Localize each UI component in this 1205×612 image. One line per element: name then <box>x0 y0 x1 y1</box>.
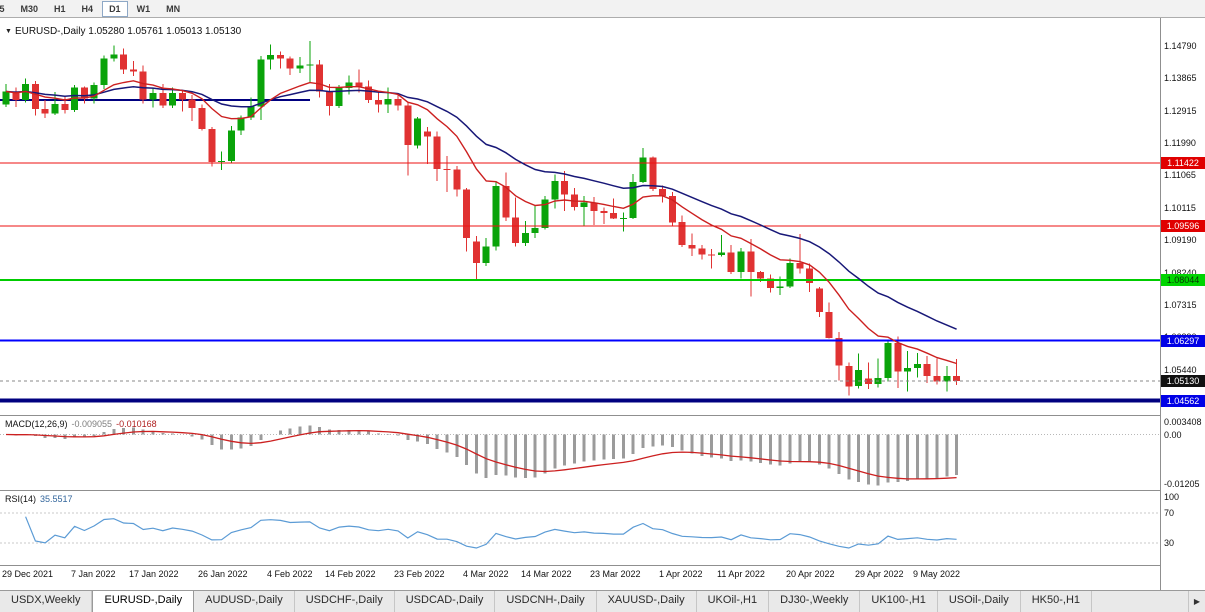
date-axis-label: 29 Apr 2022 <box>855 569 904 579</box>
date-axis-label: 23 Feb 2022 <box>394 569 445 579</box>
price-axis[interactable]: 1.14790 1.13865 1.12915 1.11990 1.11065 1.101… <box>1160 18 1205 590</box>
date-axis-label: 23 Mar 2022 <box>590 569 641 579</box>
price-axis-label: 1.11065 <box>1164 170 1196 180</box>
price-line-badge-1-06297: 1.06297 <box>1161 335 1205 347</box>
chart-tab-uk100-h1[interactable]: UK100-,H1 <box>860 591 938 612</box>
macd-label: MACD(12,26,9) -0.009055 -0.010168 <box>5 419 157 429</box>
date-axis-label: 26 Jan 2022 <box>198 569 248 579</box>
date-axis-label: 14 Feb 2022 <box>325 569 376 579</box>
price-axis-label: 1.13865 <box>1164 73 1197 83</box>
chart-tab-hk50-h1[interactable]: HK50-,H1 <box>1021 591 1093 612</box>
chart-tab-bar: USDX,Weekly EURUSD-,Daily AUDUSD-,Daily USD… <box>0 590 1205 612</box>
date-axis-label: 20 Apr 2022 <box>786 569 835 579</box>
timeframe-button-m30[interactable]: M30 <box>20 3 39 14</box>
ema-fast-line <box>5 80 957 365</box>
chart-title-text: EURUSD-,Daily 1.05280 1.05761 1.05013 1.… <box>14 26 242 37</box>
timeframe-button-h1[interactable]: H1 <box>54 3 66 14</box>
ema-slow-line <box>5 85 957 330</box>
price-axis-label: 1.14790 <box>1164 41 1197 51</box>
chart-menu-icon[interactable]: ▼ <box>5 28 12 35</box>
panel-separator <box>0 490 1205 491</box>
macd-main-value: -0.009055 <box>71 419 113 429</box>
price-axis-label: 1.11990 <box>1164 138 1196 148</box>
rsi-name: RSI(14) <box>5 494 37 504</box>
date-axis-label: 4 Mar 2022 <box>463 569 509 579</box>
price-axis-label: 1.09190 <box>1164 235 1197 245</box>
price-axis-label: 1.10115 <box>1164 203 1196 213</box>
chart-tab-usdcnh-daily[interactable]: USDCNH-,Daily <box>495 591 597 612</box>
chart-window[interactable]: ▼ EURUSD-,Daily 1.05280 1.05761 1.05013 1… <box>0 18 1205 590</box>
macd-chart[interactable] <box>0 416 1160 490</box>
price-axis-label: 1.08240 <box>1164 268 1197 278</box>
macd-panel[interactable] <box>0 416 1160 490</box>
chart-title: ▼ EURUSD-,Daily 1.05280 1.05761 1.05013 1… <box>5 26 241 37</box>
main-chart-area[interactable] <box>0 18 1160 415</box>
timeframe-button-d1[interactable]: D1 <box>102 0 128 17</box>
panel-separator <box>0 415 1205 416</box>
price-axis-label: 1.07315 <box>1164 300 1197 310</box>
macd-axis-label: 0.003408 <box>1164 417 1202 427</box>
rsi-axis-label: 70 <box>1164 508 1175 518</box>
chart-tab-usdcad-daily[interactable]: USDCAD-,Daily <box>395 591 496 612</box>
rsi-axis-label: 100 <box>1164 492 1180 502</box>
macd-name: MACD(12,26,9) <box>5 419 68 429</box>
macd-axis-label: 0.00 <box>1164 430 1182 440</box>
price-line-badge-1-09596: 1.09596 <box>1161 220 1205 232</box>
rsi-line <box>25 516 957 549</box>
timeframe-toolbar: M15 M30 H1 H4 D1 W1 MN <box>0 0 1205 18</box>
price-axis-label: 1.12915 <box>1164 106 1197 116</box>
chart-tab-eurusd-daily[interactable]: EURUSD-,Daily <box>92 591 195 612</box>
date-axis-label: 14 Mar 2022 <box>521 569 572 579</box>
timeframe-button-mn[interactable]: MN <box>166 3 181 14</box>
timeframe-buttons: M15 M30 H1 H4 D1 W1 MN <box>0 0 188 17</box>
candlestick-chart[interactable] <box>0 18 1160 415</box>
rsi-label: RSI(14) 35.5517 <box>5 494 73 504</box>
chart-tab-audusd-daily[interactable]: AUDUSD-,Daily <box>194 591 295 612</box>
chart-tab-dj30-weekly[interactable]: DJ30-,Weekly <box>769 591 861 612</box>
date-axis-label: 17 Jan 2022 <box>129 569 179 579</box>
timeframe-button-h4[interactable]: H4 <box>81 3 94 14</box>
price-line-badge-1-05130: 1.05130 <box>1161 375 1205 387</box>
macd-signal-value: -0.010168 <box>116 419 157 429</box>
timeframe-button-m15[interactable]: M15 <box>0 3 5 14</box>
chart-tabs: USDX,Weekly EURUSD-,Daily AUDUSD-,Daily USD… <box>0 591 1093 612</box>
macd-axis-label: -0.01205 <box>1164 479 1200 489</box>
price-line-badge-1-04562: 1.04562 <box>1161 395 1205 407</box>
rsi-panel[interactable] <box>0 491 1160 565</box>
price-axis-label: 1.05440 <box>1164 365 1197 375</box>
price-line-badge-1-11422: 1.11422 <box>1161 157 1205 169</box>
date-axis-label: 1 Apr 2022 <box>659 569 703 579</box>
date-axis[interactable]: 29 Dec 2021 7 Jan 2022 17 Jan 2022 26 Jan 2… <box>0 566 1160 590</box>
rsi-axis-label: 30 <box>1164 538 1175 548</box>
chart-tab-usoil-daily[interactable]: USOil-,Daily <box>938 591 1021 612</box>
chart-tab-xauusd-daily[interactable]: XAUUSD-,Daily <box>597 591 697 612</box>
tab-scroll-right-icon[interactable]: ▶ <box>1188 591 1205 612</box>
macd-signal-line <box>5 429 957 480</box>
date-axis-label: 4 Feb 2022 <box>267 569 313 579</box>
date-axis-label: 29 Dec 2021 <box>2 569 54 579</box>
price-line-badge-1-08044: 1.08044 <box>1161 274 1205 286</box>
rsi-value: 35.5517 <box>40 494 73 504</box>
date-axis-label: 9 May 2022 <box>913 569 961 579</box>
rsi-chart[interactable] <box>0 491 1160 565</box>
panel-separator <box>0 565 1205 566</box>
date-axis-label: 11 Apr 2022 <box>717 569 765 579</box>
timeframe-button-w1[interactable]: W1 <box>136 3 151 14</box>
chart-tab-usdchf-daily[interactable]: USDCHF-,Daily <box>295 591 395 612</box>
chart-tab-usdx-weekly[interactable]: USDX,Weekly <box>0 591 93 612</box>
date-axis-label: 7 Jan 2022 <box>71 569 116 579</box>
chart-tab-ukoil-h1[interactable]: UKOil-,H1 <box>697 591 770 612</box>
